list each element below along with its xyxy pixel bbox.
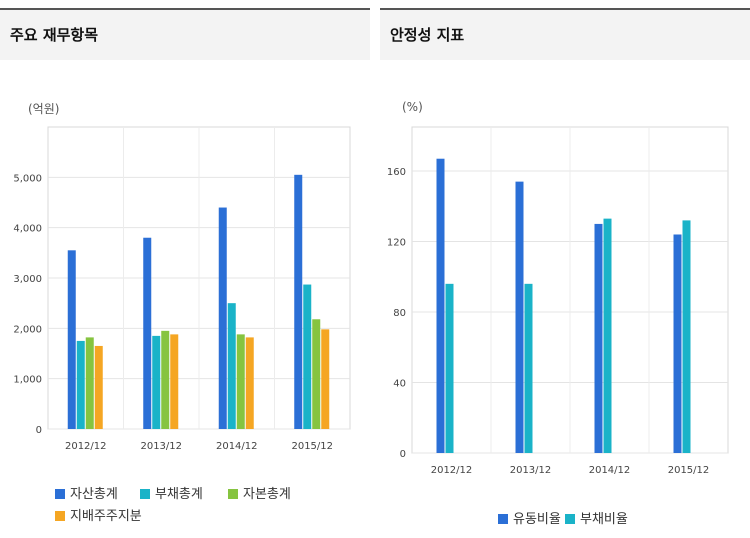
legend-item-controlling: 지배주주지분 <box>55 505 142 524</box>
stability-header: 안정성 지표 <box>380 8 750 60</box>
legend-item-equity: 자본총계 <box>228 483 291 502</box>
stability-bar <box>515 181 524 454</box>
stability-panel: 안정성 지표 (%) 0 40 80 120 160 2012/12 2013/12 2014… <box>380 0 750 538</box>
legend-swatch-assets <box>55 489 65 499</box>
legend-swatch-debt-ratio <box>565 514 575 524</box>
financial-bar <box>152 335 161 429</box>
financial-bar <box>161 330 170 429</box>
financial-bar <box>321 329 330 429</box>
stability-x-tick-label: 2015/12 <box>668 465 710 476</box>
financial-y-tick-label: 4,000 <box>13 224 42 235</box>
financial-bar <box>170 334 179 429</box>
legend-label-controlling: 지배주주지분 <box>70 509 142 524</box>
financial-bar <box>143 237 152 429</box>
stability-y-tick-label: 80 <box>393 308 406 319</box>
stability-y-tick-label: 0 <box>400 449 406 460</box>
financial-items-header: 주요 재무항목 <box>0 8 370 60</box>
financial-y-tick-label: 0 <box>36 425 42 436</box>
financial-x-tick-label: 2013/12 <box>140 441 182 452</box>
stability-x-tick-label: 2014/12 <box>589 465 631 476</box>
financial-x-tick-label: 2015/12 <box>291 441 333 452</box>
legend-item-current-ratio: 유동비율 <box>498 508 561 527</box>
stability-bar <box>445 283 454 453</box>
stability-y-tick-label: 40 <box>393 379 406 390</box>
legend-label-debt-ratio: 부채비율 <box>580 512 628 527</box>
financial-bar <box>67 250 76 429</box>
legend-swatch-current-ratio <box>498 514 508 524</box>
legend-swatch-controlling <box>55 511 65 521</box>
financial-items-title: 주요 재무항목 <box>10 26 99 44</box>
financial-bar <box>85 337 94 429</box>
legend-item-liabilities: 부채총계 <box>140 483 203 502</box>
financial-bar <box>94 345 103 429</box>
financial-items-panel: 주요 재무항목 (억원) 0 1,000 2,000 3,000 4,000 5,000 2… <box>0 0 370 538</box>
financial-unit-label: (억원) <box>28 102 60 116</box>
legend-label-liabilities: 부채총계 <box>155 487 203 502</box>
financial-bar <box>227 303 236 429</box>
financial-bar <box>312 319 321 429</box>
financial-y-tick-label: 5,000 <box>13 173 42 184</box>
legend-item-debt-ratio: 부채비율 <box>565 508 628 527</box>
financial-x-tick-label: 2014/12 <box>216 441 258 452</box>
stability-title: 안정성 지표 <box>390 26 465 44</box>
stability-unit-label: (%) <box>402 100 423 114</box>
financial-x-tick-label: 2012/12 <box>65 441 107 452</box>
legend-label-current-ratio: 유동비율 <box>513 512 561 527</box>
legend-label-assets: 자산총계 <box>70 487 118 502</box>
legend-swatch-liabilities <box>140 489 150 499</box>
stability-x-tick-label: 2013/12 <box>510 465 552 476</box>
legend-swatch-equity <box>228 489 238 499</box>
stability-bar <box>436 158 445 453</box>
financial-bar <box>303 284 312 429</box>
stability-x-tick-label: 2012/12 <box>431 465 473 476</box>
legend-label-equity: 자본총계 <box>243 487 291 502</box>
financial-y-tick-label: 1,000 <box>13 375 42 386</box>
stability-bar <box>682 220 691 453</box>
stability-y-tick-label: 160 <box>387 167 406 178</box>
financial-bar <box>76 340 85 429</box>
stability-y-tick-label: 120 <box>387 238 406 249</box>
legend-item-assets: 자산총계 <box>55 483 118 502</box>
financial-bar <box>294 174 303 429</box>
stability-bar <box>603 218 612 453</box>
stability-bar <box>524 283 533 453</box>
financial-bar <box>236 334 245 429</box>
financial-y-tick-label: 2,000 <box>13 324 42 335</box>
financial-bar <box>218 207 227 429</box>
stability-chart: 0 40 80 120 160 2012/12 2013/12 2014/12 2015/12 <box>387 126 729 476</box>
financial-bar <box>245 337 254 429</box>
stability-bar <box>673 234 682 453</box>
stability-bar <box>594 223 603 453</box>
financial-y-tick-label: 3,000 <box>13 274 42 285</box>
financial-items-chart: 0 1,000 2,000 3,000 4,000 5,000 2012/12 2013/12… <box>13 126 351 452</box>
